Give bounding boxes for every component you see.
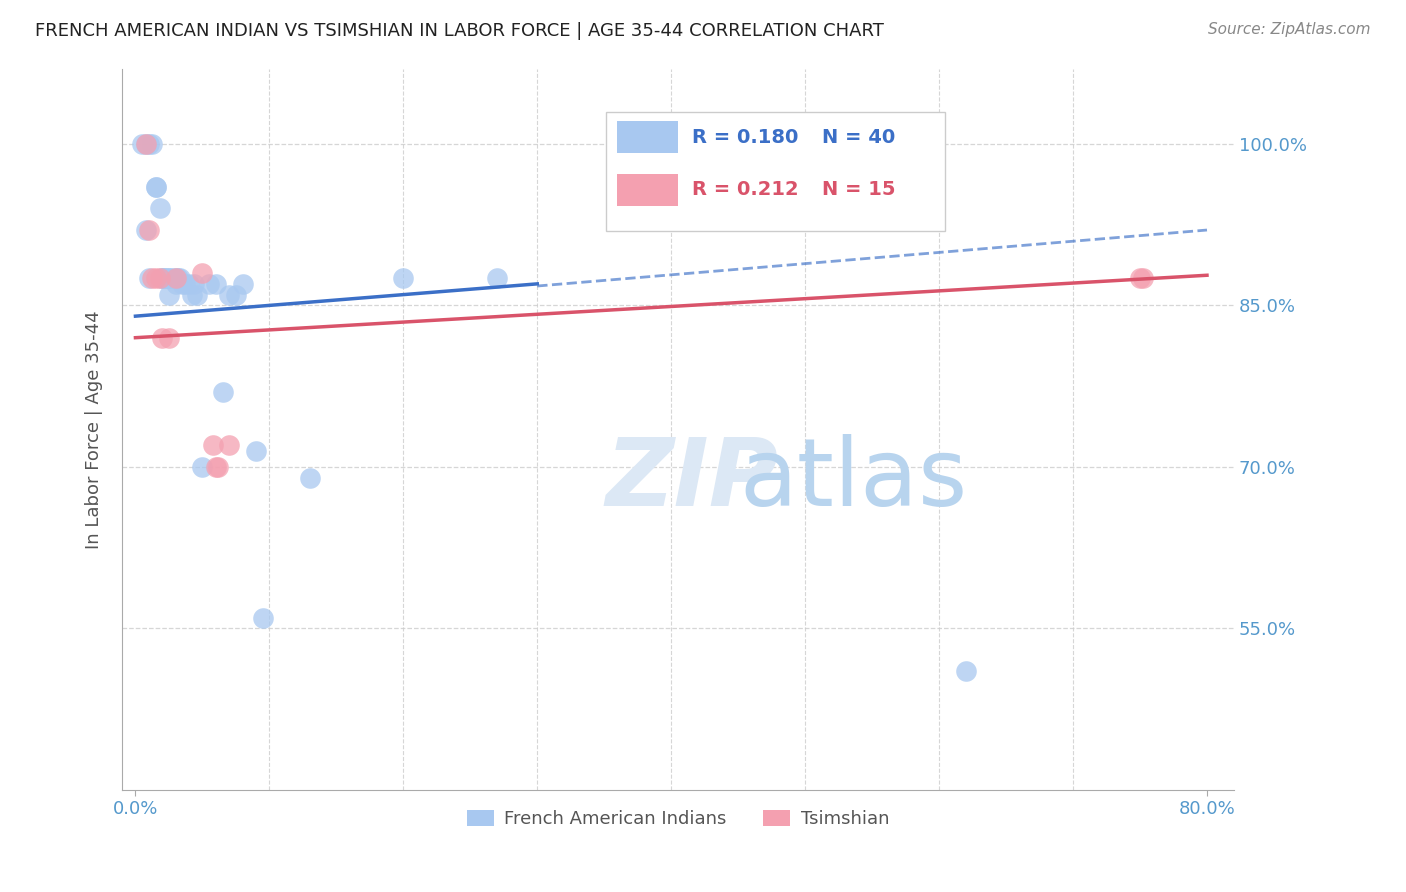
- Point: [172, 277, 194, 291]
- Point: [955, 665, 977, 679]
- Point: [1129, 271, 1152, 285]
- Point: [150, 331, 173, 345]
- FancyBboxPatch shape: [617, 121, 678, 153]
- Point: [145, 180, 167, 194]
- Point: [191, 459, 214, 474]
- FancyBboxPatch shape: [617, 174, 678, 205]
- Text: Source: ZipAtlas.com: Source: ZipAtlas.com: [1208, 22, 1371, 37]
- Point: [232, 277, 254, 291]
- FancyBboxPatch shape: [606, 112, 945, 231]
- Legend: French American Indians, Tsimshian: French American Indians, Tsimshian: [460, 802, 897, 835]
- Y-axis label: In Labor Force | Age 35-44: In Labor Force | Age 35-44: [86, 310, 103, 549]
- Text: N = 40: N = 40: [823, 128, 896, 146]
- Point: [252, 610, 274, 624]
- Point: [180, 287, 202, 301]
- Point: [245, 443, 267, 458]
- Point: [191, 266, 214, 280]
- Point: [167, 271, 190, 285]
- Point: [207, 459, 229, 474]
- Point: [165, 277, 187, 291]
- Point: [1132, 271, 1154, 285]
- Text: R = 0.212: R = 0.212: [692, 180, 799, 199]
- Point: [162, 271, 184, 285]
- Point: [157, 287, 180, 301]
- Point: [165, 271, 187, 285]
- Point: [135, 136, 157, 151]
- Point: [202, 438, 225, 452]
- Point: [177, 277, 200, 291]
- Point: [145, 180, 167, 194]
- Point: [165, 271, 187, 285]
- Point: [225, 287, 247, 301]
- Point: [157, 271, 180, 285]
- Point: [198, 277, 221, 291]
- Point: [218, 287, 240, 301]
- Text: R = 0.180: R = 0.180: [692, 128, 799, 146]
- Point: [204, 459, 226, 474]
- Point: [157, 271, 180, 285]
- Point: [211, 384, 233, 399]
- Point: [148, 271, 170, 285]
- Point: [148, 202, 170, 216]
- Point: [131, 136, 153, 151]
- Point: [135, 223, 157, 237]
- Point: [138, 271, 160, 285]
- Point: [486, 271, 509, 285]
- Point: [174, 277, 197, 291]
- Point: [150, 271, 173, 285]
- Point: [157, 331, 180, 345]
- Point: [150, 271, 173, 285]
- Point: [141, 136, 163, 151]
- Point: [218, 438, 240, 452]
- Point: [138, 223, 160, 237]
- Point: [169, 271, 191, 285]
- Point: [138, 136, 160, 151]
- Point: [153, 271, 176, 285]
- Point: [183, 277, 205, 291]
- Point: [141, 271, 163, 285]
- Point: [204, 277, 226, 291]
- Point: [298, 471, 321, 485]
- Point: [392, 271, 415, 285]
- Text: ZIP: ZIP: [606, 434, 779, 525]
- Text: atlas: atlas: [740, 434, 967, 525]
- Point: [186, 287, 208, 301]
- Text: FRENCH AMERICAN INDIAN VS TSIMSHIAN IN LABOR FORCE | AGE 35-44 CORRELATION CHART: FRENCH AMERICAN INDIAN VS TSIMSHIAN IN L…: [35, 22, 884, 40]
- Point: [145, 271, 167, 285]
- Text: N = 15: N = 15: [823, 180, 896, 199]
- Point: [135, 136, 157, 151]
- Point: [153, 271, 176, 285]
